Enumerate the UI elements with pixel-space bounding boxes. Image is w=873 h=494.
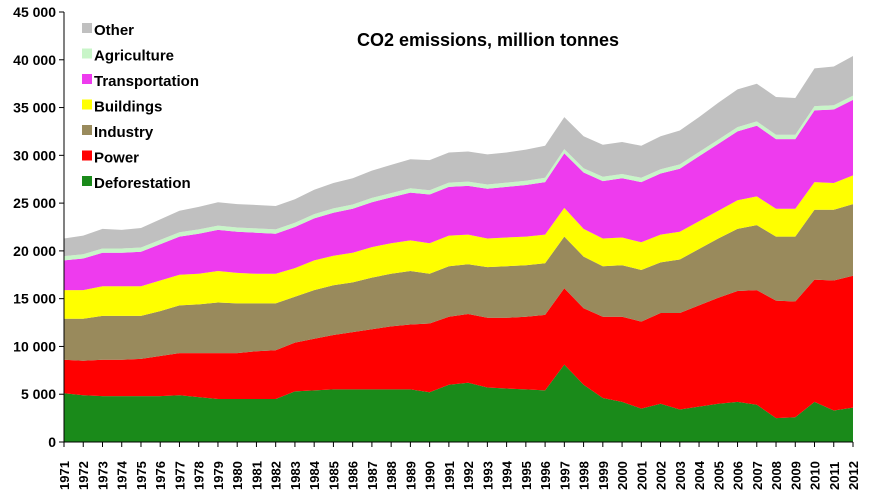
x-tick-label: 2002	[654, 461, 669, 490]
x-tick-label: 2000	[615, 461, 630, 490]
legend-swatch-other	[82, 23, 92, 33]
x-tick-label: 1978	[192, 461, 207, 490]
y-tick-label: 10 000	[13, 338, 56, 354]
y-tick-label: 45 000	[13, 4, 56, 20]
x-tick-label: 1977	[172, 461, 187, 490]
legend-swatch-buildings	[82, 99, 92, 110]
x-tick-label: 1989	[403, 461, 418, 490]
x-tick-label: 1981	[249, 461, 264, 490]
y-tick-label: 15 000	[13, 291, 56, 307]
x-tick-label: 2001	[634, 461, 649, 490]
legend-label-industry: Industry	[94, 124, 154, 141]
y-tick-label: 25 000	[13, 195, 56, 211]
area-buildings	[64, 175, 853, 319]
plot-areas	[64, 56, 853, 442]
x-tick-label: 1996	[538, 461, 553, 490]
y-tick-label: 20 000	[13, 243, 56, 259]
legend-swatch-deforestation	[82, 176, 92, 186]
legend-swatch-power	[82, 150, 92, 161]
x-tick-label: 1975	[134, 461, 149, 490]
x-tick-label: 2010	[808, 461, 823, 490]
y-tick-label: 30 000	[13, 147, 56, 163]
x-tick-label: 1984	[307, 460, 322, 490]
x-axis: 1971 1972 1973 1974 1975 1976 1977 1978 1979 1980…	[57, 441, 861, 490]
x-tick-label: 1979	[211, 461, 226, 490]
area-other	[64, 56, 853, 257]
area-transportation	[64, 99, 853, 291]
x-tick-label: 1998	[577, 461, 592, 490]
x-tick-label: 2004	[692, 460, 707, 490]
legend: Other Agriculture Transportation Buildings I…	[82, 22, 199, 192]
x-tick-label: 1993	[480, 461, 495, 490]
x-tick-label: 2007	[750, 461, 765, 490]
x-tick-label: 1990	[423, 461, 438, 490]
x-tick-label: 1982	[269, 461, 284, 490]
legend-swatch-industry	[82, 125, 92, 135]
legend-label-deforestation: Deforestation	[94, 175, 191, 192]
x-tick-label: 2012	[846, 461, 861, 490]
area-power	[64, 275, 853, 419]
x-tick-label: 1987	[365, 461, 380, 490]
legend-label-transportation: Transportation	[94, 73, 199, 90]
area-industry	[64, 204, 853, 361]
x-tick-label: 2003	[673, 461, 688, 490]
x-tick-label: 1986	[346, 461, 361, 490]
y-tick-label: 40 000	[13, 52, 56, 68]
y-tick-label: 35 000	[13, 100, 56, 116]
legend-swatch-agriculture	[82, 48, 92, 59]
y-tick-label: 5 000	[21, 386, 56, 402]
legend-label-other: Other	[94, 22, 134, 39]
x-tick-label: 1994	[500, 460, 515, 490]
x-tick-label: 2006	[731, 461, 746, 490]
chart-title: CO2 emissions, million tonnes	[357, 30, 619, 50]
x-tick-label: 2008	[769, 461, 784, 490]
y-axis: 0 5 000 10 000 15 000 20 000 25 000 30 000 35 0…	[13, 4, 65, 450]
x-tick-label: 1988	[384, 461, 399, 490]
x-tick-label: 2005	[711, 461, 726, 490]
x-tick-label: 1997	[557, 461, 572, 490]
x-tick-label: 1985	[326, 461, 341, 490]
x-tick-label: 1980	[230, 461, 245, 490]
x-tick-label: 1983	[288, 461, 303, 490]
legend-label-buildings: Buildings	[94, 99, 162, 116]
x-tick-label: 1995	[519, 461, 534, 490]
x-tick-label: 1972	[76, 461, 91, 490]
y-tick-label: 0	[48, 434, 56, 450]
x-tick-label: 1991	[442, 461, 457, 490]
legend-swatch-transportation	[82, 74, 92, 84]
x-tick-label: 1992	[461, 461, 476, 490]
x-tick-label: 1973	[95, 461, 110, 490]
x-tick-label: 2009	[788, 461, 803, 490]
x-tick-label: 1999	[596, 461, 611, 490]
area-deforestation	[64, 364, 853, 442]
x-tick-label: 1976	[153, 461, 168, 490]
legend-label-agriculture: Agriculture	[94, 48, 174, 65]
x-tick-label: 1974	[115, 460, 130, 490]
x-tick-label: 2011	[827, 462, 842, 490]
legend-label-power: Power	[94, 150, 139, 167]
x-tick-label: 1971	[57, 461, 72, 490]
